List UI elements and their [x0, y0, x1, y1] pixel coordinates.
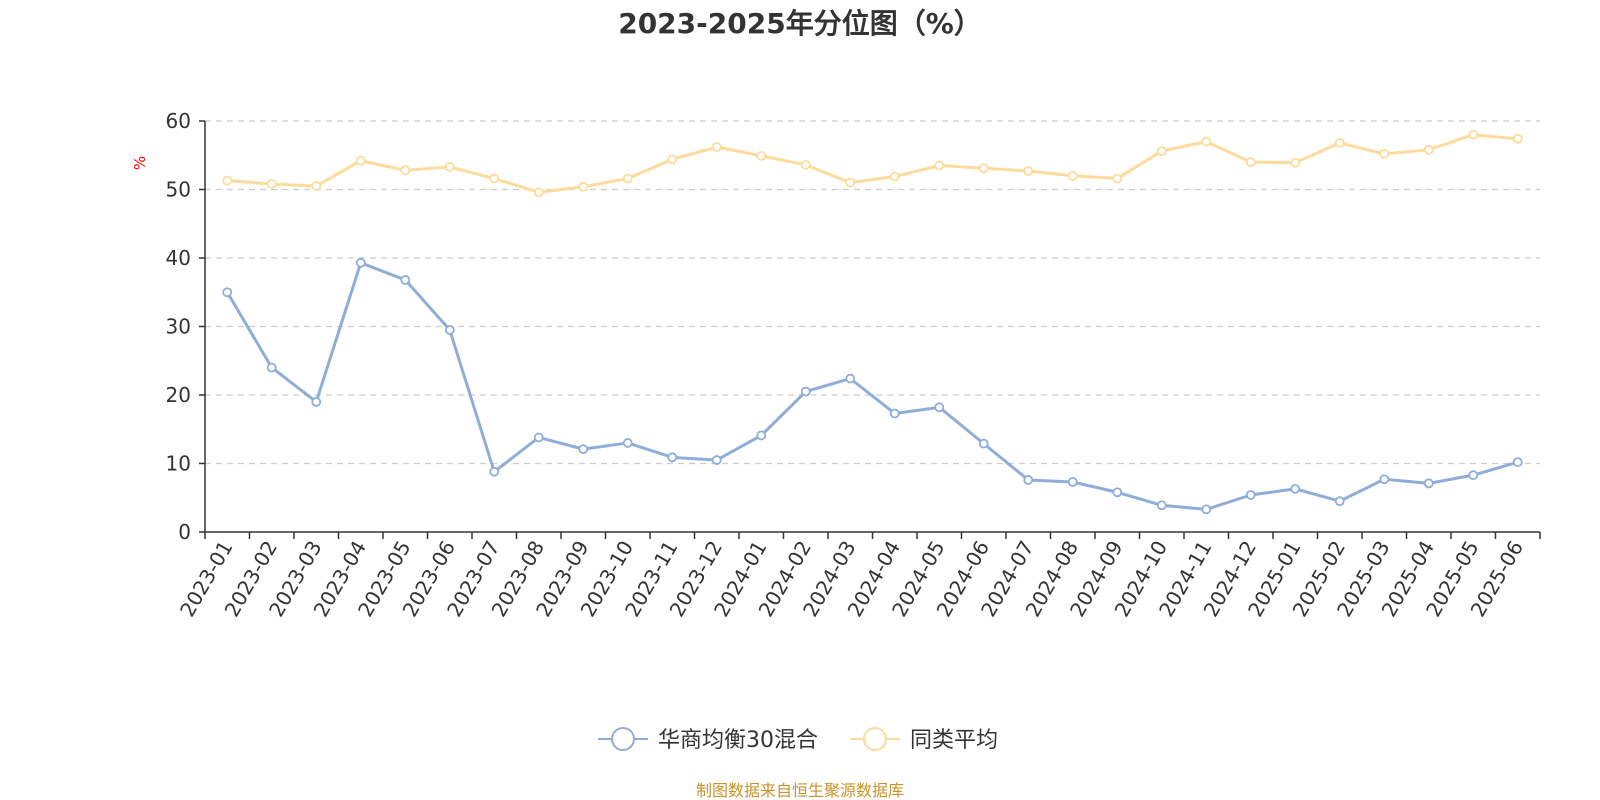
data-point: [578, 181, 589, 192]
data-point: [1468, 470, 1479, 481]
data-point: [266, 362, 277, 373]
legend-item[interactable]: 华商均衡30混合: [598, 727, 818, 753]
data-point: [1379, 148, 1390, 159]
data-point: [1379, 474, 1390, 485]
data-point: [222, 175, 233, 186]
data-point: [667, 452, 678, 463]
data-point: [1512, 457, 1523, 468]
data-point: [889, 171, 900, 182]
data-point: [1112, 487, 1123, 498]
data-point: [444, 325, 455, 335]
data-point: [1423, 144, 1434, 155]
data-point: [1023, 166, 1034, 176]
data-point: [1290, 483, 1301, 494]
data-point: [1334, 138, 1345, 148]
series-line: [225, 133, 1520, 194]
y-tick-label: 60: [166, 109, 191, 133]
data-point: [400, 275, 411, 285]
data-point: [1112, 173, 1123, 184]
data-point: [533, 187, 544, 198]
data-point: [756, 430, 767, 441]
series-lines: [222, 129, 1523, 515]
data-point: [1156, 146, 1167, 157]
data-point: [311, 396, 322, 407]
data-point: [1201, 504, 1212, 515]
data-point: [667, 154, 678, 165]
data-point: [1245, 490, 1256, 500]
data-point: [1245, 157, 1256, 168]
data-point: [1067, 170, 1078, 181]
data-point: [622, 173, 633, 184]
y-axis-label: %: [131, 156, 149, 170]
source-footer: 制图数据来自恒生聚源数据库: [696, 781, 904, 800]
data-point: [1468, 129, 1479, 140]
y-tick-label: 0: [178, 520, 191, 544]
data-point: [355, 155, 366, 166]
data-point: [889, 408, 900, 419]
data-point: [444, 161, 455, 172]
data-point: [756, 151, 767, 161]
legend-item[interactable]: 同类平均: [850, 727, 998, 753]
data-point: [355, 257, 366, 268]
data-point: [1067, 477, 1078, 487]
y-tick-label: 30: [166, 315, 191, 339]
legend-label: 华商均衡30混合: [658, 728, 818, 753]
data-point: [311, 181, 322, 191]
data-point: [489, 466, 500, 477]
data-point: [1201, 136, 1212, 147]
data-point: [578, 444, 589, 455]
data-point: [978, 163, 989, 174]
data-point: [622, 438, 633, 448]
y-tick-label: 40: [166, 246, 191, 270]
data-point: [1290, 157, 1301, 168]
data-point: [222, 287, 233, 298]
y-tick-label: 20: [166, 383, 191, 407]
y-tick-label: 10: [166, 452, 191, 476]
y-tick-label: 50: [166, 178, 191, 202]
data-point: [533, 432, 544, 443]
chart-title: 2023-2025年分位图（%）: [618, 7, 982, 40]
data-point: [845, 373, 856, 384]
legend-marker: [863, 727, 887, 751]
data-point: [934, 160, 945, 171]
data-point: [800, 386, 811, 397]
data-point: [845, 177, 856, 188]
gridlines: [205, 120, 1540, 465]
data-point: [1334, 496, 1345, 507]
data-point: [1512, 133, 1523, 144]
data-point: [1156, 500, 1167, 511]
data-point: [1423, 478, 1434, 489]
data-point: [266, 179, 277, 189]
data-point: [978, 438, 989, 449]
legend-marker: [611, 727, 635, 751]
data-point: [400, 165, 411, 176]
data-point: [934, 402, 945, 413]
legend-label: 同类平均: [910, 728, 998, 753]
data-point: [489, 173, 500, 184]
data-point: [711, 142, 722, 152]
series-line: [225, 261, 1520, 511]
legend[interactable]: 华商均衡30混合 同类平均: [598, 727, 998, 753]
data-point: [711, 455, 722, 465]
data-point: [1023, 475, 1034, 485]
data-point: [800, 159, 811, 170]
